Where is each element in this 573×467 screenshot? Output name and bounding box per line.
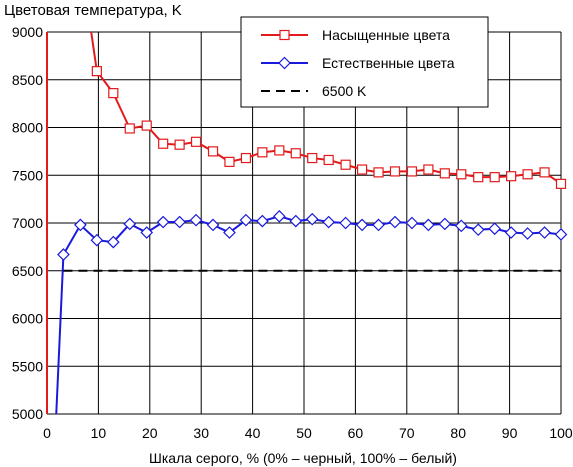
chart-title: Цветовая температура, K <box>4 2 182 19</box>
y-tick-label: 5500 <box>12 358 43 374</box>
data-point-diamond <box>488 222 502 236</box>
y-tick-label: 9000 <box>12 24 43 40</box>
x-tick-label: 70 <box>399 425 415 441</box>
y-tick-label: 7000 <box>12 215 43 231</box>
x-tick-label: 40 <box>245 425 261 441</box>
data-point-diamond <box>278 56 291 70</box>
legend-label: Естественные цвета <box>322 55 455 71</box>
data-point-diamond <box>355 218 369 232</box>
data-point-square <box>124 123 135 134</box>
data-point-diamond <box>504 226 518 239</box>
data-point-square <box>108 88 119 99</box>
data-point-diamond <box>272 209 286 223</box>
data-point-diamond <box>538 226 551 239</box>
series-line <box>55 215 562 415</box>
y-tick-label: 8500 <box>12 72 43 88</box>
x-tick-label: 100 <box>549 425 573 441</box>
data-point-square <box>190 136 202 147</box>
data-point-diamond <box>256 214 269 228</box>
legend-label: Насыщенные цвета <box>322 27 450 43</box>
x-tick-labels: 0 10 20 30 40 50 60 70 80 90 100 <box>43 425 573 441</box>
x-tick-label: 80 <box>450 425 466 441</box>
data-point-diamond <box>438 217 452 231</box>
y-tick-label: 5000 <box>12 406 43 422</box>
data-point-diamond <box>173 215 186 229</box>
x-tick-label: 90 <box>502 425 518 441</box>
data-point-square <box>290 148 301 159</box>
data-point-square <box>356 164 368 175</box>
y-tick-label: 8000 <box>12 120 43 136</box>
axes <box>46 32 561 415</box>
data-point-diamond <box>372 218 385 232</box>
series-natural <box>55 209 568 415</box>
data-point-diamond <box>57 248 70 261</box>
data-point-diamond <box>454 219 468 233</box>
data-point-square <box>224 156 235 167</box>
data-point-square <box>279 29 290 41</box>
data-point-square <box>406 166 418 177</box>
data-point-square <box>240 152 252 164</box>
data-point-square <box>389 166 401 177</box>
data-point-square <box>473 172 484 183</box>
data-point-diamond <box>405 216 419 230</box>
y-tick-label: 6500 <box>12 263 43 279</box>
data-point-square <box>257 147 268 158</box>
x-tick-label: 0 <box>43 425 51 441</box>
data-point-diamond <box>521 227 534 240</box>
data-point-diamond <box>74 218 87 232</box>
x-tick-label: 20 <box>142 425 158 441</box>
data-point-diamond <box>289 214 303 228</box>
data-point-diamond <box>471 223 485 237</box>
data-point-square <box>539 167 550 178</box>
data-point-diamond <box>156 215 170 229</box>
data-point-square <box>158 138 169 149</box>
data-point-diamond <box>388 215 402 229</box>
data-point-square <box>423 164 434 175</box>
data-point-square <box>456 169 467 180</box>
data-point-square <box>439 168 450 179</box>
data-point-square <box>274 145 285 156</box>
data-point-square <box>489 172 500 183</box>
legend-line-6500k: 6500 K <box>261 83 367 99</box>
y-tick-label: 7500 <box>12 167 43 183</box>
data-point-diamond <box>239 213 253 227</box>
series-layer <box>55 31 568 415</box>
data-point-square <box>323 154 334 166</box>
data-point-diamond <box>90 233 104 247</box>
data-point-diamond <box>422 218 435 232</box>
x-tick-label: 60 <box>348 425 364 441</box>
data-point-square <box>141 120 152 131</box>
series-saturated <box>90 31 567 189</box>
data-point-diamond <box>206 218 220 232</box>
y-tick-label: 6000 <box>12 311 43 327</box>
data-point-diamond <box>339 216 352 230</box>
legend-line-natural: Естественные цвета <box>261 55 455 71</box>
data-point-square <box>174 139 185 150</box>
data-point-diamond <box>554 228 568 241</box>
x-axis-label: Шкала серого, % (0% – черный, 100% – бел… <box>149 450 457 466</box>
data-point-diamond <box>322 215 336 229</box>
data-point-square <box>522 169 533 180</box>
data-point-diamond <box>305 212 319 226</box>
data-point-square <box>373 167 384 178</box>
y-tick-labels: 5000 5500 6000 6500 7000 7500 8000 8500 9000 <box>12 24 43 422</box>
data-point-diamond <box>123 217 137 231</box>
data-point-square <box>307 152 318 164</box>
data-point-square <box>506 171 517 182</box>
x-tick-label: 30 <box>193 425 209 441</box>
data-point-square <box>555 178 567 189</box>
legend: Насыщенные цвета Естественные цвета 6500 K <box>240 16 489 108</box>
data-point-diamond <box>223 226 236 239</box>
data-point-diamond <box>140 226 154 239</box>
data-point-diamond <box>189 213 203 227</box>
legend-line-saturated: Насыщенные цвета <box>261 27 450 43</box>
data-point-square <box>340 159 351 170</box>
x-tick-label: 10 <box>91 425 107 441</box>
data-point-square <box>207 146 219 157</box>
x-tick-label: 50 <box>296 425 312 441</box>
data-point-square <box>91 66 102 77</box>
legend-label: 6500 K <box>322 83 367 99</box>
data-point-diamond <box>106 235 120 249</box>
